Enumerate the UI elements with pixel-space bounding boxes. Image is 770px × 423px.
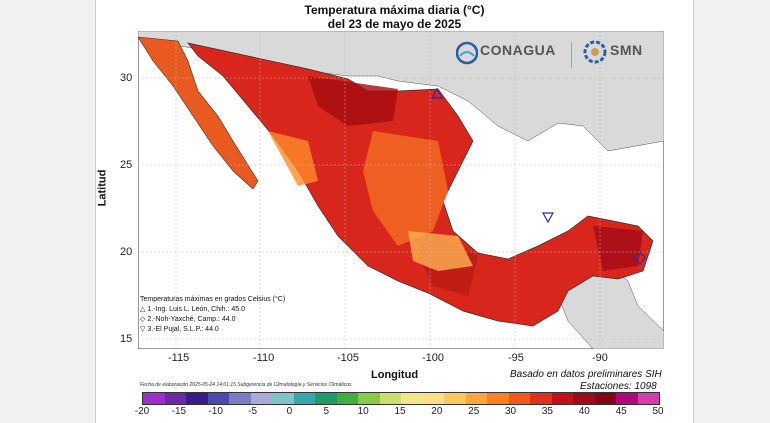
colorbar-swatch — [530, 393, 552, 404]
x-tick: -115 — [168, 352, 190, 364]
warm-zone-central — [408, 231, 473, 271]
colorbar-swatch — [250, 393, 272, 404]
colorbar-swatch — [164, 393, 186, 404]
legend-item: △ 1.-Ing. Luis L. León, Chih.: 45.0 — [140, 306, 246, 313]
colorbar-tick-label: 15 — [394, 406, 406, 417]
colorbar-swatch — [551, 393, 573, 404]
y-tick: 30 — [120, 72, 133, 84]
colorbar-tick-label: 25 — [468, 406, 480, 417]
colorbar-tick-label: 0 — [286, 406, 293, 417]
colorbar-swatch — [487, 393, 509, 404]
colorbar-tick-label: 50 — [652, 406, 664, 417]
y-tick: 20 — [120, 246, 133, 258]
colorbar-swatch — [465, 393, 487, 404]
colorbar-swatch — [422, 393, 444, 404]
x-axis-label: Longitud — [371, 369, 419, 381]
legend-item: ◇ 2.-Noh-Yaxché, Camp.: 44.0 — [140, 316, 236, 323]
colorbar-swatch — [358, 393, 380, 404]
colorbar-tick-label: 40 — [578, 406, 590, 417]
colorbar-swatch — [207, 393, 229, 404]
station-marker-3 — [541, 212, 555, 224]
colorbar — [142, 392, 660, 405]
colorbar-swatch — [594, 393, 616, 404]
legend-item: ▽ 3.-El Pujal, S.L.P.: 44.0 — [140, 326, 219, 333]
colorbar-swatch — [272, 393, 294, 404]
colorbar-swatch — [336, 393, 358, 404]
elaboration-footer: Fecha de elaboración 2025-05-24 14:01:15… — [140, 382, 352, 388]
colorbar-swatch — [573, 393, 595, 404]
colorbar-tick-label: -10 — [208, 406, 223, 417]
warm-zone-plateau — [363, 131, 448, 246]
conagua-logo: CONAGUA — [456, 40, 568, 70]
warm-zone-west — [268, 131, 318, 186]
baja-california — [138, 36, 259, 190]
logo-divider — [571, 42, 572, 68]
colorbar-swatch — [186, 393, 208, 404]
colorbar-swatch — [401, 393, 423, 404]
colorbar-swatch — [637, 393, 659, 404]
hot-zone-north — [308, 76, 398, 126]
data-basis-note: Basado en datos preliminares SIH — [510, 369, 662, 380]
x-tick: -90 — [592, 352, 608, 364]
colorbar-swatch — [508, 393, 530, 404]
colorbar-swatch — [229, 393, 251, 404]
legend-title: Temperaturas máximas en grados Celsius (… — [140, 296, 286, 303]
colorbar-swatch — [293, 393, 315, 404]
colorbar-swatch — [379, 393, 401, 404]
conagua-emblem-icon — [456, 41, 478, 65]
station-marker-2 — [634, 251, 646, 265]
legend-item-label: 2.-Noh-Yaxché, Camp.: 44.0 — [147, 316, 236, 323]
colorbar-tick-label: -15 — [171, 406, 187, 417]
y-axis-label: Latitud — [96, 169, 109, 207]
colorbar-tick-label: 5 — [323, 406, 330, 417]
colorbar-swatch — [315, 393, 337, 404]
station-legend: Temperaturas máximas en grados Celsius (… — [140, 296, 330, 335]
colorbar-tick-label: 20 — [431, 406, 443, 417]
colorbar-swatch — [143, 393, 165, 404]
x-tick: -105 — [337, 352, 360, 364]
x-tick: -95 — [508, 352, 524, 364]
colorbar-swatch — [616, 393, 638, 404]
station-marker-1 — [430, 87, 444, 99]
map-title: Temperatura máxima diaria (°C) — [304, 3, 485, 17]
colorbar-tick-label: -5 — [248, 406, 258, 417]
conagua-wordmark: CONAGUA — [480, 42, 556, 58]
map-figure: Temperatura máxima diaria (°C) del 23 de… — [95, 0, 694, 423]
colorbar-tick-label: 35 — [541, 406, 553, 417]
x-tick: -110 — [253, 352, 275, 364]
smn-logo: SMN — [583, 40, 663, 70]
map-subtitle: del 23 de mayo de 2025 — [327, 17, 462, 31]
y-tick: 25 — [120, 159, 133, 171]
legend-item-label: 1.-Ing. Luis L. León, Chih.: 45.0 — [147, 306, 246, 313]
legend-item-label: 3.-El Pujal, S.L.P.: 44.0 — [147, 326, 219, 333]
y-tick: 15 — [120, 333, 133, 345]
colorbar-tick-label: 30 — [505, 406, 517, 417]
hot-zone-yucatan — [593, 226, 643, 271]
smn-emblem-icon — [583, 40, 607, 64]
colorbar-swatch — [444, 393, 466, 404]
temperature-map — [138, 31, 664, 349]
colorbar-tick-label: 45 — [615, 406, 627, 417]
smn-wordmark: SMN — [610, 42, 643, 58]
colorbar-tick-label: 10 — [357, 406, 369, 417]
colorbar-tick-label: -20 — [134, 406, 150, 417]
stations-count: Estaciones: 1098 — [580, 381, 657, 392]
x-tick: -100 — [422, 352, 445, 364]
